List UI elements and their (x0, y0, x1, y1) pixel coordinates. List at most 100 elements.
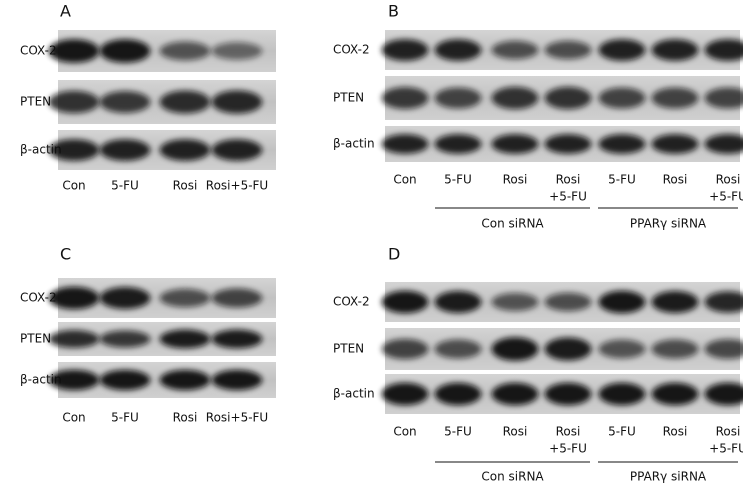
band (159, 288, 211, 308)
lane-label: Rosi (556, 425, 581, 439)
band (651, 382, 699, 406)
band (48, 139, 100, 161)
band (491, 134, 539, 154)
lane-label: Rosi+5-FU (206, 179, 268, 193)
lane-label: Con (393, 173, 416, 187)
band (544, 134, 592, 154)
band (99, 139, 151, 161)
band (381, 134, 429, 154)
lane-label: Rosi (503, 425, 528, 439)
band (99, 39, 151, 63)
row-label: PTEN (20, 95, 51, 109)
lane-label: 5-FU (111, 411, 139, 425)
band (491, 337, 539, 361)
band (598, 87, 646, 109)
group-label: PPARγ siRNA (630, 470, 707, 484)
band (159, 369, 211, 391)
band (651, 134, 699, 154)
band (651, 87, 699, 109)
band (491, 40, 539, 60)
band (704, 134, 743, 154)
lane-label: Rosi (716, 425, 741, 439)
lane-label: 5-FU (111, 179, 139, 193)
band (544, 292, 592, 312)
band (211, 139, 263, 161)
band (211, 42, 263, 60)
band (211, 369, 263, 391)
row-label: β-actin (333, 387, 375, 401)
band (598, 39, 646, 61)
lane-label: 5-FU (608, 173, 636, 187)
lane-label: Rosi (716, 173, 741, 187)
band (99, 369, 151, 391)
band (48, 39, 100, 63)
lane-label: 5-FU (444, 425, 472, 439)
panel-label: D (388, 245, 400, 264)
band (48, 330, 100, 348)
band (598, 134, 646, 154)
band (211, 90, 263, 114)
band (704, 87, 743, 109)
band (651, 39, 699, 61)
band (598, 382, 646, 406)
lane-label: Rosi (173, 179, 198, 193)
lane-label: 5-FU (608, 425, 636, 439)
lane-label: Con (62, 179, 85, 193)
band (381, 338, 429, 360)
row-label: PTEN (333, 342, 364, 356)
band (434, 291, 482, 313)
panel-label: A (60, 2, 71, 21)
band (48, 369, 100, 391)
band (434, 339, 482, 359)
lane-label: Rosi+5-FU (206, 411, 268, 425)
band (381, 382, 429, 406)
group-label: Con siRNA (481, 470, 544, 484)
lane-label: Rosi (556, 173, 581, 187)
band (434, 134, 482, 154)
lane-label: +5-FU (709, 442, 743, 456)
band (159, 41, 211, 61)
band (211, 329, 263, 349)
band (704, 39, 743, 61)
band (159, 90, 211, 114)
band (544, 337, 592, 361)
band (99, 287, 151, 309)
group-label: Con siRNA (481, 217, 544, 231)
band (491, 86, 539, 110)
lane-label: Rosi (173, 411, 198, 425)
lane-label: Rosi (503, 173, 528, 187)
lane-label: +5-FU (549, 442, 587, 456)
lane-label: Con (393, 425, 416, 439)
row-label: COX-2 (20, 44, 57, 58)
row-label: COX-2 (20, 291, 57, 305)
band (99, 330, 151, 348)
band (651, 291, 699, 313)
lane-label: Rosi (663, 173, 688, 187)
lane-label: Rosi (663, 425, 688, 439)
band (381, 290, 429, 314)
lane-label: 5-FU (444, 173, 472, 187)
band (491, 293, 539, 311)
band (598, 339, 646, 359)
band (704, 339, 743, 359)
band (704, 382, 743, 406)
row-label: COX-2 (333, 295, 370, 309)
band (491, 382, 539, 406)
band (48, 286, 100, 310)
row-label: β-actin (333, 137, 375, 151)
band (544, 40, 592, 60)
band (211, 288, 263, 308)
lane-label: +5-FU (549, 190, 587, 204)
band (704, 291, 743, 313)
panel-label: C (60, 245, 71, 264)
band (48, 90, 100, 114)
lane-label: +5-FU (709, 190, 743, 204)
row-label: COX-2 (333, 43, 370, 57)
group-label: PPARγ siRNA (630, 217, 707, 231)
band (381, 87, 429, 109)
band (651, 339, 699, 359)
band (544, 86, 592, 110)
band (434, 382, 482, 406)
band (434, 87, 482, 109)
